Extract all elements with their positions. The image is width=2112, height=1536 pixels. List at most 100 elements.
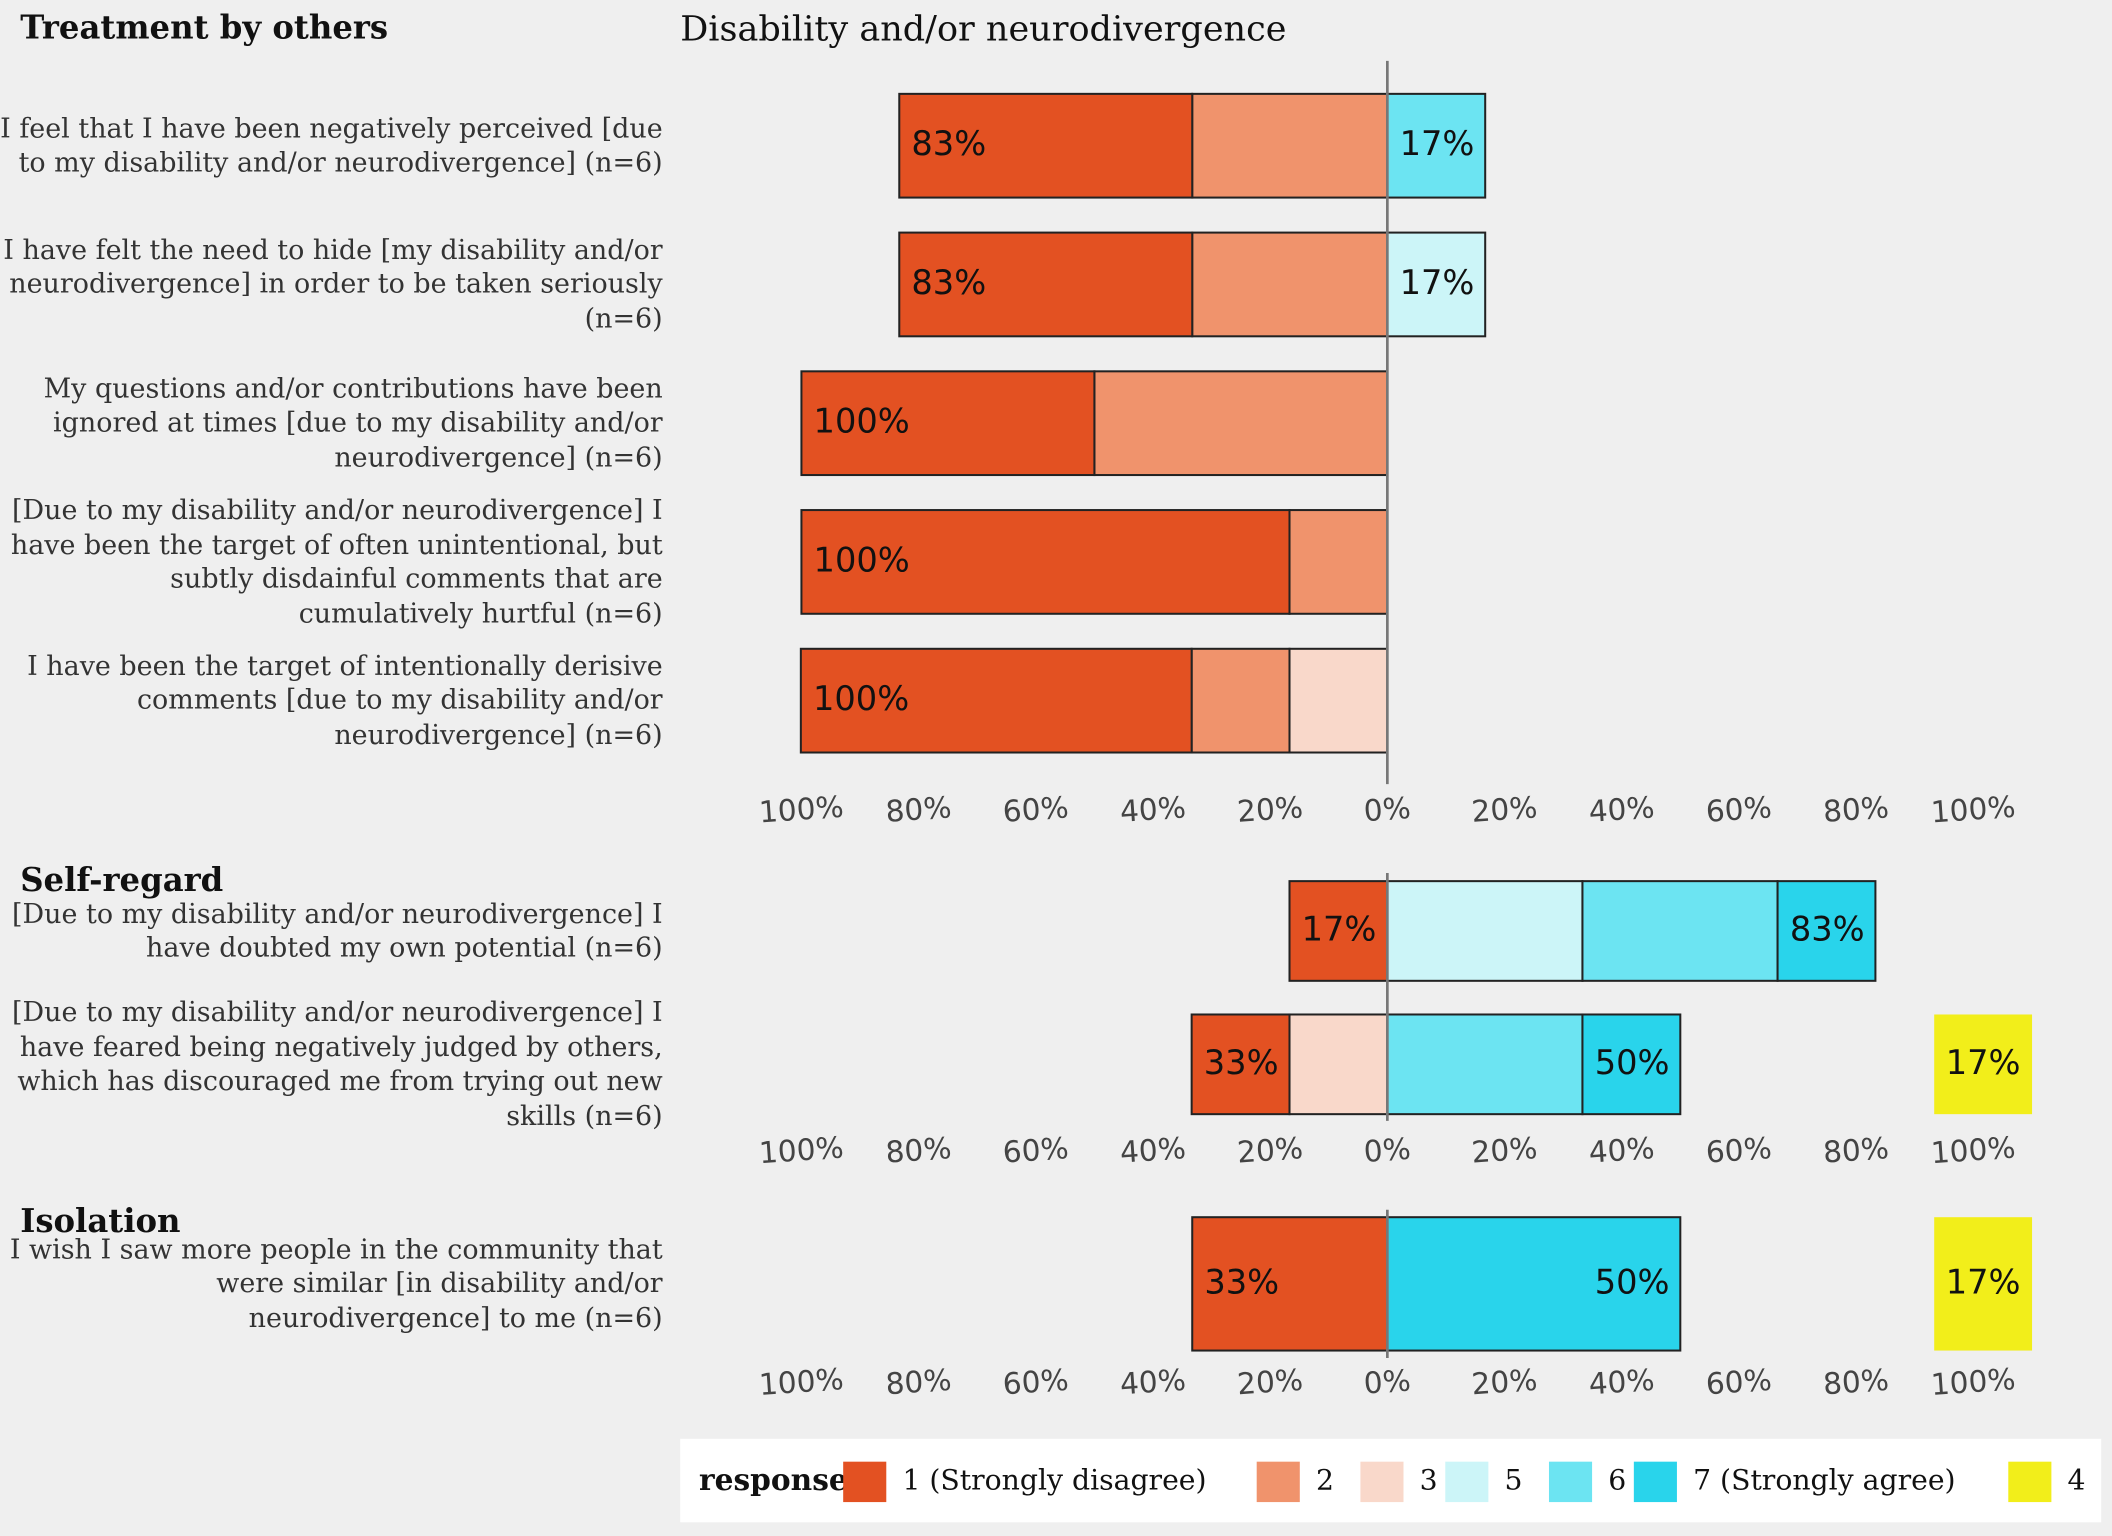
legend-swatch bbox=[1445, 1461, 1489, 1503]
legend-swatch bbox=[1360, 1461, 1404, 1503]
bar-segment bbox=[1581, 1013, 1682, 1116]
row-label: I have been the target of intentionally … bbox=[27, 649, 663, 751]
x-tick-label: 40% bbox=[1119, 1362, 1187, 1402]
legend-label: 1 (Strongly disagree) bbox=[902, 1463, 1206, 1496]
row-label: [Due to my disability and/or neurodiverg… bbox=[10, 493, 663, 629]
bar-segment bbox=[898, 231, 1194, 338]
x-tick-label: 80% bbox=[884, 1130, 952, 1170]
x-tick-label: 60% bbox=[1002, 1130, 1070, 1170]
row-label-text: I have felt the need to hide [my disabil… bbox=[3, 232, 663, 334]
left-total-label: 83% bbox=[911, 263, 986, 302]
x-tick-label: 100% bbox=[758, 789, 845, 830]
x-tick-label: 60% bbox=[1002, 789, 1070, 829]
neutral-bar bbox=[1934, 1014, 2033, 1115]
bar-segment bbox=[1386, 880, 1584, 982]
x-tick-label: 100% bbox=[1930, 789, 2017, 830]
bar-segment bbox=[1288, 880, 1389, 982]
legend-swatch bbox=[843, 1461, 887, 1503]
facet-title: Disability and/or neurodivergence bbox=[680, 9, 1286, 50]
row-label: [Due to my disability and/or neurodiverg… bbox=[12, 995, 663, 1131]
bar-segment bbox=[1386, 1216, 1682, 1352]
neutral-bar bbox=[1934, 1217, 2033, 1351]
row-label-text: I wish I saw more people in the communit… bbox=[9, 1232, 663, 1334]
right-total-label: 50% bbox=[1595, 1262, 1670, 1301]
legend-label: 3 bbox=[1420, 1463, 1438, 1496]
x-tick-label: 80% bbox=[884, 789, 952, 829]
left-total-label: 33% bbox=[1204, 1262, 1279, 1301]
left-total-label: 100% bbox=[813, 679, 909, 718]
x-tick-label: 100% bbox=[1930, 1361, 2017, 1402]
right-total-label: 83% bbox=[1790, 909, 1865, 948]
bar-segment bbox=[898, 92, 1194, 199]
x-tick-label: 80% bbox=[884, 1362, 952, 1402]
x-tick-label: 60% bbox=[1705, 1130, 1773, 1170]
row-label: I have felt the need to hide [my disabil… bbox=[3, 232, 663, 334]
bar-segment bbox=[1191, 1216, 1389, 1352]
x-tick-label: 20% bbox=[1470, 1362, 1538, 1402]
row-label: My questions and/or contributions have b… bbox=[43, 371, 663, 473]
x-tick-label: 60% bbox=[1705, 1362, 1773, 1402]
bar-segment bbox=[800, 370, 1096, 477]
x-tick-label: 40% bbox=[1119, 789, 1187, 829]
left-total-label: 33% bbox=[1204, 1043, 1279, 1082]
bar-segment bbox=[1191, 231, 1389, 338]
row-label-text: [Due to my disability and/or neurodiverg… bbox=[10, 493, 663, 629]
right-total-label: 17% bbox=[1400, 124, 1475, 163]
legend-swatch bbox=[2008, 1461, 2052, 1503]
legend-label: 7 (Strongly agree) bbox=[1693, 1463, 1955, 1496]
row-label-text: [Due to my disability and/or neurodiverg… bbox=[12, 896, 663, 964]
x-tick-label: 20% bbox=[1236, 1362, 1304, 1402]
x-tick-label: 20% bbox=[1236, 789, 1304, 829]
legend-label: 5 bbox=[1505, 1463, 1523, 1496]
x-tick-label: 100% bbox=[1930, 1129, 2017, 1170]
x-tick-label: 100% bbox=[758, 1129, 845, 1170]
section-title: Self-regard bbox=[20, 861, 223, 899]
legend-swatch bbox=[1256, 1461, 1300, 1503]
row-label: I wish I saw more people in the communit… bbox=[9, 1232, 663, 1334]
legend-label: 2 bbox=[1316, 1463, 1334, 1496]
neutral-total-label: 17% bbox=[1946, 1043, 2021, 1082]
row-label-text: I have been the target of intentionally … bbox=[27, 649, 663, 751]
x-tick-label: 60% bbox=[1002, 1362, 1070, 1402]
x-tick-label: 20% bbox=[1470, 789, 1538, 829]
x-tick-label: 20% bbox=[1470, 1130, 1538, 1170]
section-title: Treatment by others bbox=[20, 8, 388, 46]
bar-segment bbox=[800, 509, 1291, 615]
bar-segment bbox=[1191, 92, 1389, 199]
legend-swatch bbox=[1633, 1461, 1677, 1503]
x-tick-label: 40% bbox=[1588, 1130, 1656, 1170]
bar-segment bbox=[1288, 647, 1389, 754]
x-tick-label: 40% bbox=[1588, 1362, 1656, 1402]
bar-segment bbox=[1386, 231, 1487, 338]
legend-title: response bbox=[699, 1462, 848, 1497]
row-label: [Due to my disability and/or neurodiverg… bbox=[12, 896, 663, 964]
row-label-text: I feel that I have been negatively perce… bbox=[0, 111, 663, 179]
x-tick-label: 0% bbox=[1363, 1362, 1412, 1400]
bar-segment bbox=[1190, 647, 1291, 754]
x-tick-label: 100% bbox=[758, 1361, 845, 1402]
row-label-text: My questions and/or contributions have b… bbox=[43, 371, 663, 473]
x-tick-label: 40% bbox=[1119, 1130, 1187, 1170]
left-total-label: 17% bbox=[1302, 909, 1377, 948]
x-tick-label: 80% bbox=[1822, 789, 1890, 829]
bar-segment bbox=[1190, 1013, 1291, 1116]
x-tick-label: 0% bbox=[1363, 1131, 1412, 1169]
row-label: I feel that I have been negatively perce… bbox=[0, 111, 663, 179]
neutral-total-label: 17% bbox=[1946, 1262, 2021, 1301]
section-title: Isolation bbox=[20, 1202, 180, 1240]
x-tick-label: 40% bbox=[1588, 789, 1656, 829]
left-total-label: 83% bbox=[911, 124, 986, 163]
x-tick-label: 80% bbox=[1822, 1130, 1890, 1170]
bar-segment bbox=[1386, 1013, 1584, 1116]
row-label-text: [Due to my disability and/or neurodiverg… bbox=[12, 995, 663, 1131]
bar-segment bbox=[1776, 880, 1877, 982]
x-tick-label: 20% bbox=[1236, 1130, 1304, 1170]
left-total-label: 100% bbox=[814, 402, 910, 441]
bar-segment bbox=[1581, 880, 1779, 982]
bar-segment bbox=[1093, 370, 1389, 477]
x-tick-label: 0% bbox=[1363, 790, 1412, 828]
legend-swatch bbox=[1548, 1461, 1593, 1503]
bar-segment bbox=[1288, 1013, 1389, 1116]
x-tick-label: 80% bbox=[1822, 1362, 1890, 1402]
